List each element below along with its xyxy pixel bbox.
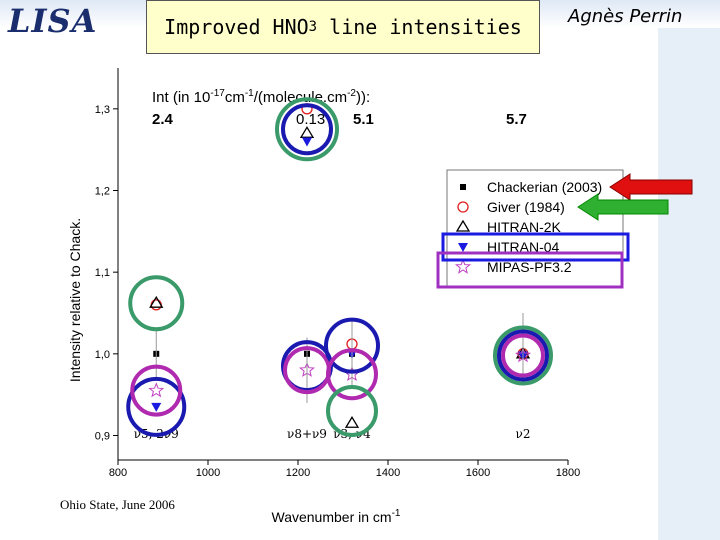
- x-tick-label: 1800: [556, 467, 580, 479]
- legend-label: Chackerian (2003): [487, 179, 602, 195]
- title-main: Improved HNO: [164, 15, 309, 39]
- y-tick-label: 1,2: [95, 186, 110, 198]
- highlight-ring: [130, 364, 183, 417]
- legend-marker-triangle-down-filled: [458, 243, 468, 252]
- chart-legend: Chackerian (2003) Giver (1984) HITRAN-2K HI…: [436, 169, 630, 289]
- highlight-ring: [501, 333, 545, 378]
- highlight-ring: [275, 97, 339, 162]
- data-point-triangle-down-filled: [151, 402, 162, 412]
- legend-frame: [446, 169, 624, 289]
- legend-label: HITRAN-2K: [487, 219, 562, 235]
- legend-marker-triangle-up-open: [455, 219, 471, 232]
- y-tick-label: 1,0: [95, 349, 110, 361]
- band-label: ν2: [516, 427, 531, 441]
- highlight-rings: [126, 97, 553, 437]
- intensity-value: 0.13: [296, 111, 325, 128]
- intensity-units: Int (in 10-17cm-1/(molecule.cm-2)):: [152, 88, 370, 106]
- highlight-ring: [281, 103, 333, 156]
- highlight-ring: [126, 376, 187, 437]
- legend-label: HITRAN-04: [487, 239, 560, 255]
- data-point-triangle-up-open: [149, 295, 164, 308]
- intensity-value: 2.4: [152, 111, 174, 128]
- data-point-triangle-down-filled: [302, 137, 312, 147]
- x-tick-label: 1200: [286, 467, 310, 479]
- legend-marker-star-open: [454, 258, 472, 274]
- highlight-ring: [497, 329, 549, 382]
- data-point-circle-open: [150, 299, 162, 311]
- slide-title: Improved HNO 3 line intensities: [146, 0, 540, 54]
- y-tick-label: 0,9: [95, 431, 110, 443]
- chart-axes: 800 1000 1200 1400 1600 1800 0,9 1,0 1,1 1,2 1,3 Wa…: [67, 68, 580, 525]
- title-subscript: 3: [308, 19, 318, 35]
- legend-highlight-purple: [436, 251, 624, 289]
- highlight-ring: [493, 325, 553, 386]
- footer-text: Ohio State, June 2006: [60, 497, 175, 512]
- highlight-ring: [128, 275, 185, 332]
- data-point-triangle-up-open: [299, 126, 315, 138]
- author-name: Agnès Perrin: [568, 6, 683, 27]
- highlight-ring: [324, 317, 380, 374]
- title-tail: line intensities: [317, 15, 522, 39]
- band-label: ν8+ν9: [287, 427, 327, 441]
- lisa-logo: LISA: [8, 2, 98, 40]
- highlight-ring: [326, 348, 378, 401]
- x-tick-label: 1600: [466, 467, 490, 479]
- legend-label: Giver (1984): [487, 199, 565, 215]
- legend-marker-square-filled: [460, 184, 466, 190]
- right-decorative-band: [658, 0, 720, 540]
- intensity-header: Int (in 10-17cm-1/(molecule.cm-2)): 2.4 0.…: [152, 88, 527, 128]
- legend-arrows: [577, 173, 693, 221]
- legend-marker-circle-open: [457, 201, 469, 213]
- x-tick-label: 1400: [376, 467, 400, 479]
- y-tick-label: 1,3: [95, 104, 110, 116]
- data-point-triangle-up-open: [344, 415, 360, 428]
- y-tick-label: 1,1: [95, 267, 110, 279]
- intensity-value: 5.1: [353, 111, 374, 128]
- legend-highlight-blue: [441, 232, 630, 262]
- legend-label: MIPAS-PF3.2: [487, 259, 572, 275]
- x-tick-label: 800: [109, 467, 127, 479]
- intensity-value: 5.7: [506, 111, 527, 128]
- green-arrow: [577, 193, 669, 221]
- highlight-ring: [326, 385, 378, 437]
- red-arrow: [609, 173, 693, 201]
- y-axis-title: Intensity relative to Chack.: [67, 218, 83, 382]
- x-axis-title: Wavenumber in cm-1: [272, 508, 401, 525]
- data-point-star-open: [148, 382, 165, 398]
- x-tick-label: 1000: [196, 467, 220, 479]
